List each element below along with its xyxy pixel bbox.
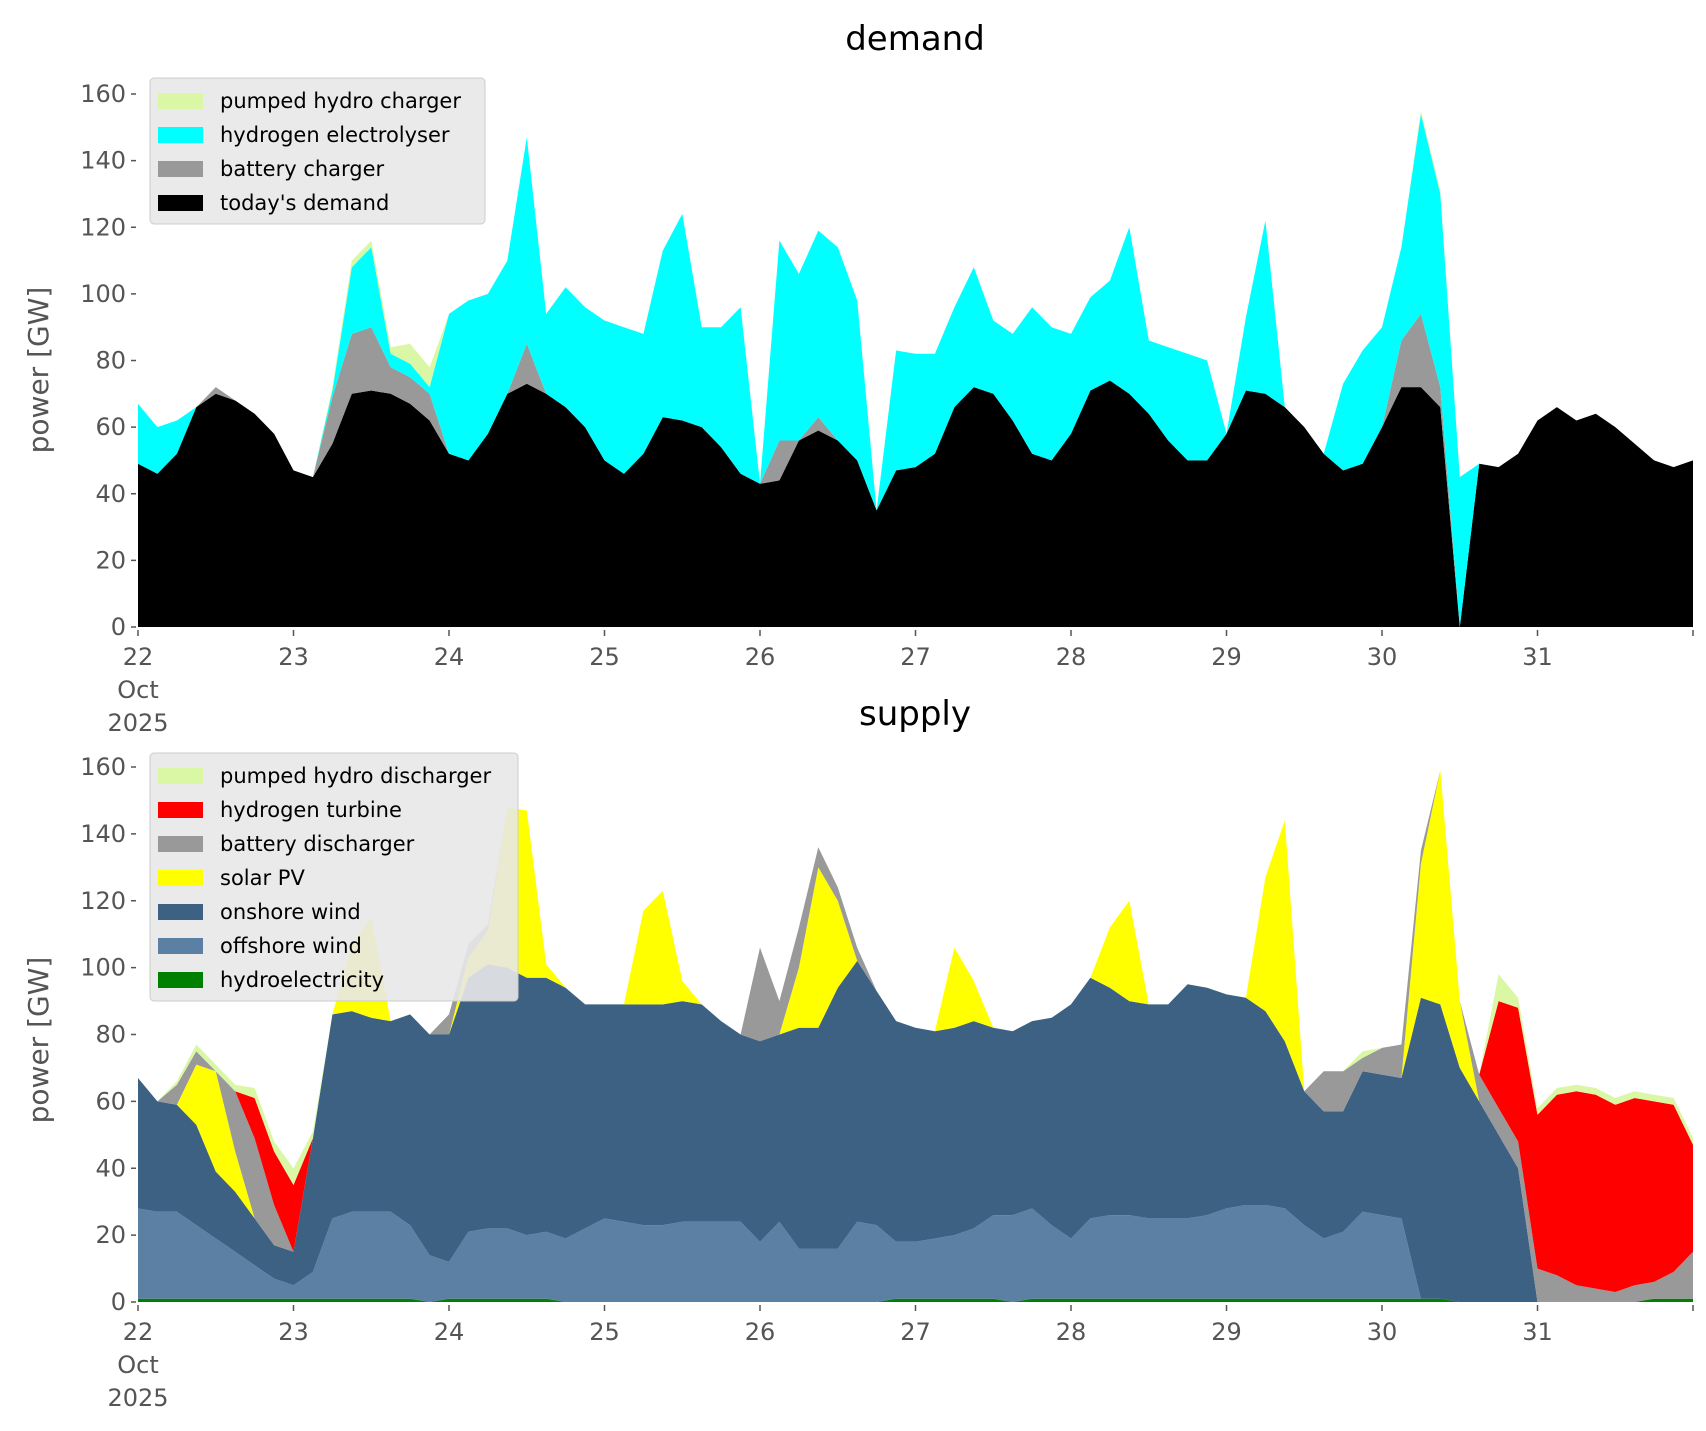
area-today-s-demand [138,380,1693,627]
legend-label: onshore wind [220,900,361,924]
y-tick-label: 60 [95,1087,126,1115]
x-tick-label: Oct [117,1351,159,1379]
legend-swatch [158,938,203,954]
legend-label: offshore wind [220,934,362,958]
x-tick-label: 25 [589,1318,620,1346]
legend-swatch [158,836,203,852]
supply-legend: pumped hydro discharger hydrogen turbine b… [149,752,519,1002]
y-tick-label: 140 [80,820,126,848]
demand-title: demand [845,19,985,59]
x-tick-label: 29 [1211,643,1242,671]
y-tick-label: 140 [80,147,126,175]
x-tick-label: 27 [900,643,931,671]
area-offshore-wind [138,1205,1693,1302]
x-tick-label: 25 [589,643,620,671]
x-tick-label: 2025 [107,709,168,737]
demand-y-axis-label: power [GW] [22,287,55,454]
x-tick-label: 28 [1056,1318,1087,1346]
x-tick-label: 26 [745,1318,776,1346]
y-tick-label: 60 [95,413,126,441]
legend-swatch [158,93,203,109]
y-tick-label: 100 [80,280,126,308]
y-tick-label: 20 [95,1221,126,1249]
x-tick-label: 2025 [107,1384,168,1412]
demand-areas [138,110,1693,627]
area-hydrogen-turbine [138,770,1693,1292]
y-tick-label: 0 [111,1288,126,1316]
y-tick-label: 80 [95,1021,126,1049]
legend-label: hydrogen electrolyser [220,123,450,147]
y-tick-label: 100 [80,954,126,982]
x-tick-label: 26 [745,643,776,671]
y-tick-label: 120 [80,887,126,915]
y-tick-label: 80 [95,347,126,375]
legend-label: today's demand [220,191,389,215]
x-tick-label: 27 [900,1318,931,1346]
legend-swatch [158,802,203,818]
legend-box [149,77,486,225]
legend-swatch [158,127,203,143]
area-hydrogen-electrolyser [138,114,1693,627]
legend-label: hydroelectricity [220,968,384,992]
legend-swatch [158,195,203,211]
legend-label: pumped hydro discharger [220,764,491,788]
area-hydroelectricity [138,1298,1693,1302]
y-tick-label: 40 [95,1154,126,1182]
legend-swatch [158,768,203,784]
x-tick-label: 30 [1367,1318,1398,1346]
area-onshore-wind [138,960,1693,1302]
legend-swatch [158,161,203,177]
x-tick-label: 29 [1211,1318,1242,1346]
x-tick-label: 22 [123,643,154,671]
legend-label: pumped hydro charger [220,89,461,113]
y-tick-label: 160 [80,753,126,781]
y-tick-label: 40 [95,480,126,508]
legend-swatch [158,972,203,988]
supply-areas [138,770,1693,1302]
area-solar-pv [138,770,1693,1302]
x-tick-label: 23 [278,1318,309,1346]
demand-axes: 0 20 40 60 80 100 120 140 160 22 Oct 2025 23 24 25 26 27… [80,80,1694,737]
demand-legend: pumped hydro charger hydrogen electrolyse… [149,77,486,225]
x-tick-label: 28 [1056,643,1087,671]
y-tick-label: 20 [95,546,126,574]
x-tick-label: Oct [117,676,159,704]
x-tick-label: 22 [123,1318,154,1346]
y-tick-label: 120 [80,213,126,241]
x-tick-label: 24 [434,1318,465,1346]
x-tick-label: 31 [1522,1318,1553,1346]
x-tick-label: 23 [278,643,309,671]
x-tick-label: 31 [1522,643,1553,671]
legend-swatch [158,870,203,886]
y-tick-label: 160 [80,80,126,108]
legend-label: solar PV [220,866,305,890]
demand-panel: demand power [GW] 0 20 40 60 80 100 120 140 160 2… [22,19,1694,737]
x-tick-label: 30 [1367,643,1398,671]
legend-label: hydrogen turbine [220,798,402,822]
legend-swatch [158,904,203,920]
supply-axes: 0 20 40 60 80 100 120 140 160 22 Oct 2025 23 24 25 26 27… [80,753,1694,1412]
supply-y-axis-label: power [GW] [22,957,55,1124]
y-tick-label: 0 [111,613,126,641]
legend-box [149,752,519,1002]
supply-title: supply [859,694,971,734]
legend-label: battery discharger [220,832,415,856]
supply-panel: supply power [GW] 0 20 40 60 80 100 120 140 160 2… [22,694,1694,1412]
legend-label: battery charger [220,157,385,181]
x-tick-label: 24 [434,643,465,671]
